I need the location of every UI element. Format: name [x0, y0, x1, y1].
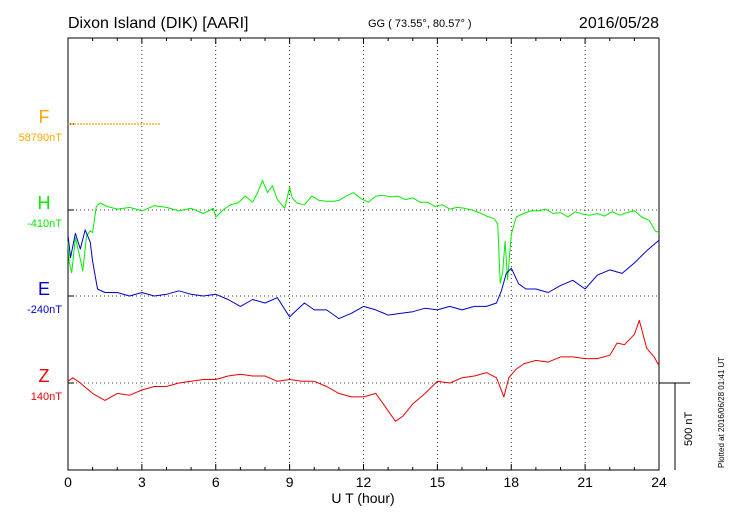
scale-bar: 500 nT	[659, 382, 695, 470]
chart-date: 2016/05/28	[579, 15, 659, 32]
series-name-f: F	[39, 107, 50, 127]
series-baseline-e: -240nT	[27, 304, 62, 316]
series-name-e: E	[38, 279, 50, 299]
x-axis: 0 3 6 9 12 15 18 21 24	[64, 38, 667, 490]
series-name-h: H	[38, 193, 51, 213]
x-tick-label: 18	[503, 474, 519, 490]
series-baseline-z: 140nT	[31, 391, 62, 403]
series-labels: F 58790nT H -410nT E -240nT Z 140nT	[19, 107, 74, 403]
station-coordinates: GG ( 73.55°, 80.57° )	[368, 18, 472, 30]
x-tick-label: 24	[651, 474, 667, 490]
scale-bar-label: 500 nT	[683, 411, 695, 446]
station-title: Dixon Island (DIK) [AARI]	[68, 15, 249, 32]
x-tick-label: 9	[286, 474, 294, 490]
plotted-timestamp: Plotted at 2016/06/28 01:41 UT	[717, 357, 726, 468]
traces	[67, 123, 660, 422]
series-baseline-h: -410nT	[27, 218, 62, 230]
x-tick-label: 21	[577, 474, 593, 490]
grid	[68, 38, 659, 470]
series-baseline-f: 58790nT	[19, 132, 63, 144]
series-line-h	[67, 179, 660, 284]
series-name-z: Z	[39, 366, 50, 386]
x-tick-label: 15	[430, 474, 446, 490]
series-line-z	[67, 319, 660, 422]
series-line-e	[67, 229, 660, 320]
x-tick-label: 6	[212, 474, 220, 490]
x-axis-title: U T (hour)	[331, 490, 394, 506]
x-tick-label: 3	[138, 474, 146, 490]
x-tick-label: 0	[64, 474, 72, 490]
x-tick-label: 12	[356, 474, 372, 490]
